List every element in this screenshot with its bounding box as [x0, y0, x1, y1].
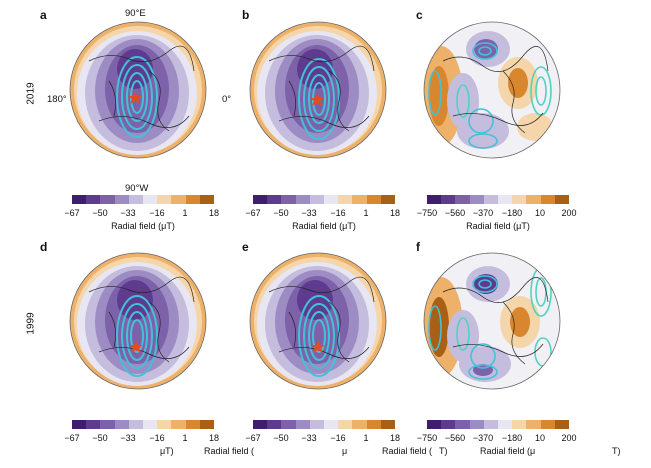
globe-map-d — [69, 252, 207, 390]
cbar-c-tick: −370 — [472, 208, 494, 218]
cbar-c-tick: 200 — [561, 208, 577, 218]
cbar-b-tick: −33 — [301, 208, 317, 218]
colorbar-label-f-fragment-b: T) — [439, 446, 448, 456]
cbar-e-tick: 18 — [389, 433, 401, 443]
colorbar-label-c: Radial field (μT) — [466, 221, 530, 231]
cbar-c-tick: −750 — [416, 208, 438, 218]
cbar-b-tick: −50 — [273, 208, 289, 218]
cbar-c-tick: −560 — [444, 208, 466, 218]
cbar-e-tick: −33 — [301, 433, 317, 443]
cbar-a-tick: −50 — [92, 208, 108, 218]
cbar-b-tick: −16 — [330, 208, 346, 218]
colorbar-label-f-fragment-d: T) — [612, 446, 621, 456]
colorbar-f — [427, 420, 570, 429]
compass-180: 180° — [47, 94, 67, 105]
compass-0: 0° — [222, 94, 232, 105]
colorbar-label-a: Radial field (μT) — [111, 221, 175, 231]
cbar-b-tick: 1 — [363, 208, 369, 218]
globe-map-f — [423, 252, 561, 390]
cbar-d-tick: −33 — [120, 433, 136, 443]
colorbar-label-d-fragment: μT) — [160, 446, 174, 456]
cbar-d-tick: 1 — [182, 433, 188, 443]
panel-label-d: d — [40, 240, 48, 254]
colorbar-b — [253, 195, 396, 204]
cbar-f-tick: −560 — [444, 433, 466, 443]
colorbar-a — [72, 195, 215, 204]
colorbar-label-e-fragment-a: Radial field ( — [204, 446, 255, 456]
row-label-2019: 2019 — [25, 82, 37, 105]
colorbar-label-f-fragment-a: Radial field ( — [382, 446, 433, 456]
cbar-f-tick: −370 — [472, 433, 494, 443]
cbar-c-tick: −180 — [501, 208, 523, 218]
cbar-b-tick: 18 — [389, 208, 401, 218]
cbar-a-tick: −33 — [120, 208, 136, 218]
cbar-d-tick: −16 — [149, 433, 165, 443]
compass-90W: 90°W — [125, 183, 149, 194]
colorbar-label-b: Radial field (μT) — [292, 221, 356, 231]
compass-90E: 90°E — [125, 8, 146, 19]
colorbar-d — [72, 420, 215, 429]
cbar-e-tick: 1 — [363, 433, 369, 443]
cbar-f-tick: 200 — [561, 433, 577, 443]
panel-label-a: a — [40, 8, 47, 22]
panel-label-e: e — [242, 240, 249, 254]
cbar-f-tick: 10 — [534, 433, 546, 443]
cbar-f-tick: −180 — [501, 433, 523, 443]
cbar-f-tick: −750 — [416, 433, 438, 443]
cbar-e-tick: −16 — [330, 433, 346, 443]
cbar-d-tick: −50 — [92, 433, 108, 443]
colorbar-e — [253, 420, 396, 429]
panel-label-c: c — [416, 8, 423, 22]
colorbar-label-e-fragment-b: μ — [342, 446, 348, 456]
panel-label-f: f — [416, 240, 420, 254]
cbar-d-tick: 18 — [208, 433, 220, 443]
cbar-c-tick: 10 — [534, 208, 546, 218]
cbar-e-tick: −50 — [273, 433, 289, 443]
cbar-a-tick: −16 — [149, 208, 165, 218]
globe-map-e — [249, 252, 387, 390]
globe-map-a — [69, 21, 207, 159]
globe-map-b — [249, 21, 387, 159]
panel-label-b: b — [242, 8, 250, 22]
globe-map-c — [423, 21, 561, 159]
cbar-d-tick: −67 — [64, 433, 80, 443]
cbar-e-tick: −67 — [245, 433, 261, 443]
cbar-b-tick: −67 — [245, 208, 261, 218]
cbar-a-tick: −67 — [64, 208, 80, 218]
row-label-1999: 1999 — [25, 312, 37, 335]
colorbar-c — [427, 195, 570, 204]
colorbar-label-f-fragment-c: Radial field (μ — [480, 446, 536, 456]
cbar-a-tick: 1 — [182, 208, 188, 218]
cbar-a-tick: 18 — [208, 208, 220, 218]
